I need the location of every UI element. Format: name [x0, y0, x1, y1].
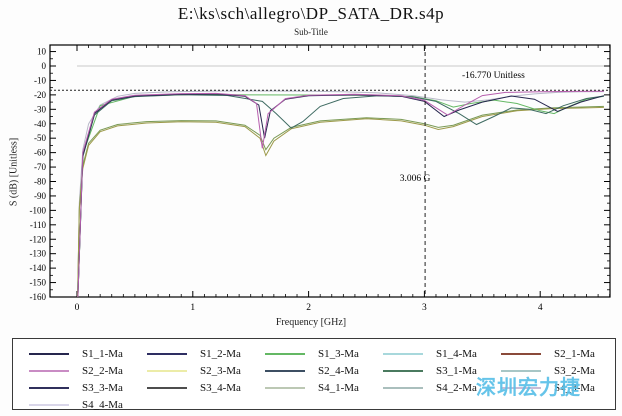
marker-hline-value-label: -16.770 Unitless: [462, 71, 525, 81]
y-tick-label: -10: [34, 75, 46, 85]
y-axis-title: S (dB) [Unitless]: [8, 137, 20, 207]
plot-area: 100-10-20-30-40-50-60-70-80-90-100-110-1…: [30, 44, 611, 313]
y-tick-label: -30: [34, 104, 46, 114]
y-tick-label: -60: [34, 148, 46, 158]
legend-line-swatch: [29, 403, 69, 406]
y-tick-label: -110: [30, 220, 47, 230]
legend-label: S3_4-Ma: [200, 381, 241, 394]
legend-label: S4_2-Ma: [436, 381, 477, 394]
legend-line-swatch: [147, 369, 187, 372]
legend-item-s3_2-ma: S3_2-Ma: [501, 362, 619, 379]
legend-label: S3_2-Ma: [554, 364, 595, 377]
y-tick-label: -120: [30, 234, 47, 244]
x-tick-label: 1: [190, 303, 195, 313]
legend-label: S2_1-Ma: [554, 347, 595, 360]
legend-label: S2_2-Ma: [82, 364, 123, 377]
legend-item-s2_4-ma: S2_4-Ma: [265, 362, 383, 379]
legend-label: S4_3-Ma: [554, 381, 595, 394]
legend-label: S3_3-Ma: [82, 381, 123, 394]
legend-item-s3_3-ma: S3_3-Ma: [29, 379, 147, 396]
legend-line-swatch: [501, 369, 541, 372]
legend-label: S2_4-Ma: [318, 364, 359, 377]
y-tick-label: -20: [34, 90, 46, 100]
chart-subtitle: Sub-Title: [294, 27, 328, 37]
legend-line-swatch: [147, 352, 187, 355]
legend-line-swatch: [29, 386, 69, 389]
trace-S1_1/S3_3-Ma: [77, 93, 605, 297]
legend-line-swatch: [29, 369, 69, 372]
y-tick-label: 10: [37, 47, 47, 57]
legend-line-swatch: [501, 386, 541, 389]
legend-label: S2_3-Ma: [200, 364, 241, 377]
trace-S1_3-Ma: [77, 93, 604, 297]
legend-item-s3_4-ma: S3_4-Ma: [147, 379, 265, 396]
y-tick-label: -150: [30, 278, 47, 288]
legend-item-s1_1-ma: S1_1-Ma: [29, 345, 147, 362]
trace-S4_4-Ma: [77, 90, 604, 297]
y-tick-label: -160: [30, 292, 47, 302]
legend-label: S1_4-Ma: [436, 347, 477, 360]
legend-item-s2_1-ma: S2_1-Ma: [501, 345, 619, 362]
legend-line-swatch: [383, 386, 423, 389]
x-tick-label: 3: [422, 303, 427, 313]
y-tick-label: 0: [42, 61, 47, 71]
y-tick-label: -130: [30, 249, 47, 259]
legend-item-s4_4-ma: S4_4-Ma: [29, 396, 147, 413]
y-tick-label: -70: [34, 162, 46, 172]
legend-line-swatch: [29, 352, 69, 355]
legend-line-swatch: [383, 369, 423, 372]
y-tick-label: -50: [34, 133, 46, 143]
watermark: 深圳宏力捷: [476, 377, 581, 399]
legend-item-s4_3-ma: S4_3-Ma: [501, 379, 619, 396]
legend: S1_1-Ma S1_2-Ma S1_3-Ma S1_4-Ma S2_1-Ma S2_2-…: [12, 338, 619, 413]
legend-item-s3_1-ma: S3_1-Ma: [383, 362, 501, 379]
legend-item-s4_1-ma: S4_1-Ma: [265, 379, 383, 396]
legend-label: S4_4-Ma: [82, 398, 123, 411]
legend-label: S1_2-Ma: [200, 347, 241, 360]
legend-line-swatch: [383, 352, 423, 355]
trace-S2_2-Ma: [77, 90, 604, 297]
x-axis-title: Frequency [GHz]: [275, 317, 347, 328]
legend-line-swatch: [147, 386, 187, 389]
y-tick-label: -140: [30, 263, 47, 273]
legend-item-s1_3-ma: S1_3-Ma: [265, 345, 383, 362]
y-tick-label: -80: [34, 177, 46, 187]
legend-item-s1_4-ma: S1_4-Ma: [383, 345, 501, 362]
trace-S2_3-Ma: [77, 106, 604, 297]
legend-line-swatch: [501, 352, 541, 355]
marker-vline-value-label: 3.006 G: [400, 174, 431, 184]
trace-S2_4/S3_1-Ma: [77, 94, 604, 297]
legend-item-s2_2-ma: S2_2-Ma: [29, 362, 147, 379]
legend-label: S1_3-Ma: [318, 347, 359, 360]
trace-S4_2/S3_2-Ma: [77, 105, 604, 297]
x-tick-label: 0: [75, 303, 80, 313]
legend-item-s4_2-ma: S4_2-Ma: [383, 379, 501, 396]
y-tick-label: -90: [34, 191, 46, 201]
chart-title: E:\ks\sch\allegro\DP_SATA_DR.s4p: [177, 4, 445, 23]
legend-label: S1_1-Ma: [82, 347, 123, 360]
legend-label: S3_1-Ma: [436, 364, 477, 377]
x-tick-label: 4: [538, 303, 543, 313]
y-tick-label: -40: [34, 119, 46, 129]
legend-line-swatch: [265, 386, 305, 389]
legend-label: S4_1-Ma: [318, 381, 359, 394]
legend-line-swatch: [265, 369, 305, 372]
legend-item-s2_3-ma: S2_3-Ma: [147, 362, 265, 379]
legend-item-s1_2-ma: S1_2-Ma: [147, 345, 265, 362]
plot-frame: [49, 44, 611, 298]
y-tick-label: -100: [30, 205, 47, 215]
x-tick-label: 2: [306, 303, 311, 313]
legend-line-swatch: [265, 352, 305, 355]
